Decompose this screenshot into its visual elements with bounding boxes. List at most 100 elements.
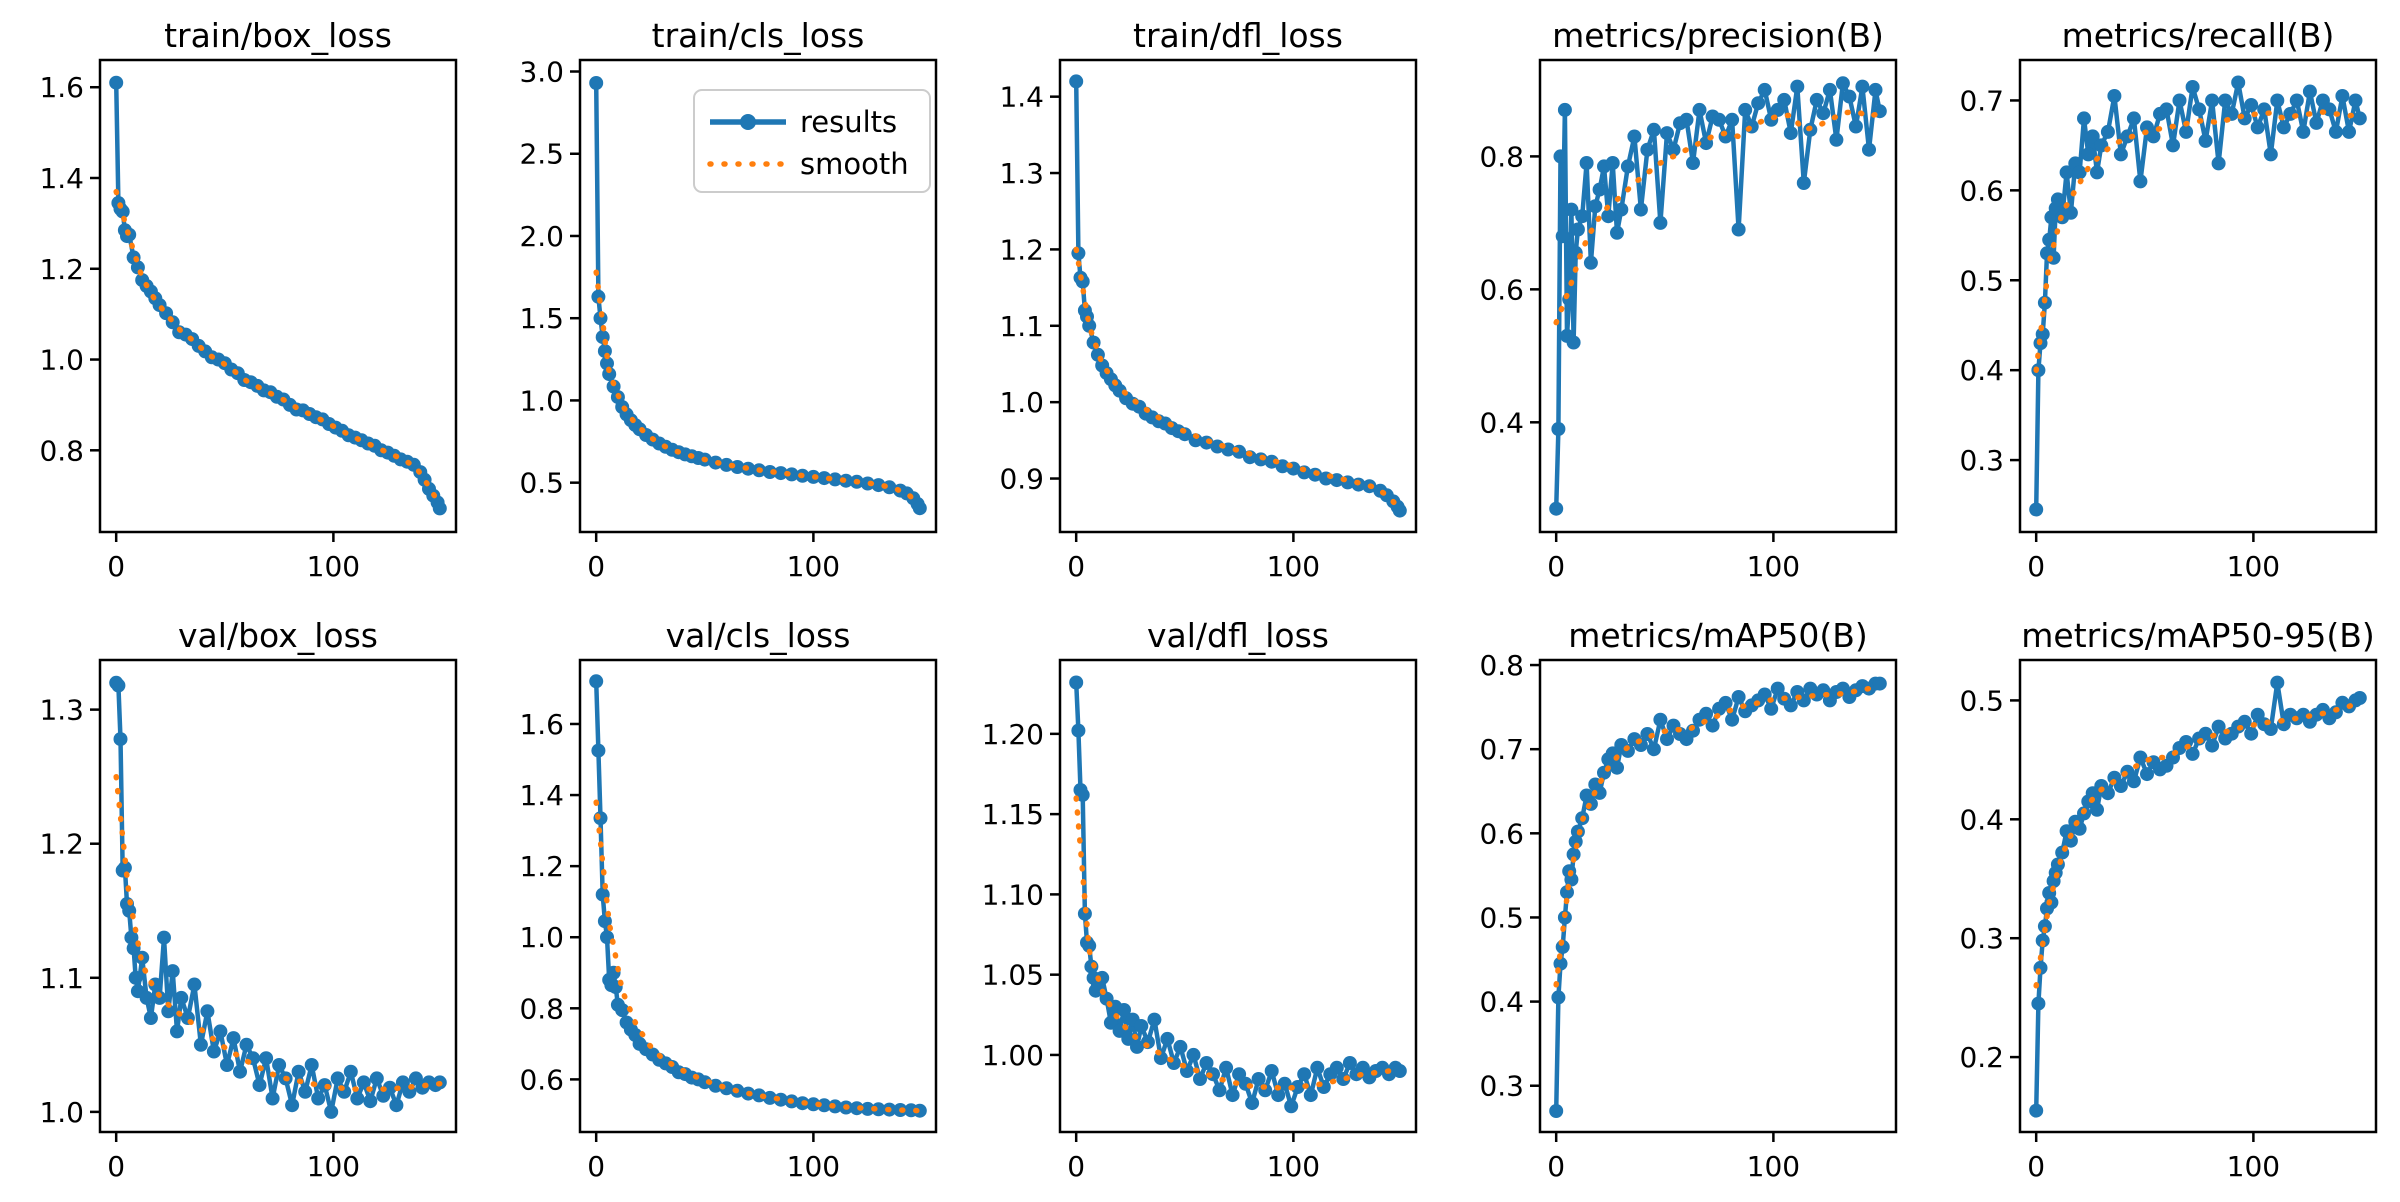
series-results-marker [1186,1047,1201,1062]
y-tick-label: 1.1 [999,310,1044,343]
series-results-marker [1271,1088,1286,1103]
series-results-marker [1071,723,1086,738]
series-results-marker [291,1064,306,1079]
subplot-train-box-loss: train/box_loss 0 100 0.8 1.0 1.2 1.4 1.6 [0,0,480,600]
series-results-line [1553,681,1880,1112]
series-results-marker [1731,690,1746,704]
y-tick-label: 0.8 [1479,652,1524,682]
series-results-marker [1564,202,1579,217]
subplot-val-box-loss: val/box_loss 0 100 1.0 1.1 1.2 1.3 [0,600,480,1200]
series-results-line [1553,81,1883,509]
series-results-marker [2211,156,2226,171]
series-results-marker [1862,142,1876,157]
series-results-marker [912,501,927,516]
series-results-marker [2276,120,2291,135]
series-results-marker [1666,142,1681,157]
series-results-marker [1842,89,1857,104]
series-results-marker [2159,102,2174,117]
subplot-val-cls-loss: val/cls_loss 0 100 0.6 0.8 1.0 1.2 1.4 1.6 [480,600,960,1200]
y-tick-label: 0.4 [1479,406,1524,439]
series-results-marker [2342,124,2356,139]
series-results-marker [2231,75,2246,90]
x-tick-label: 100 [307,1150,360,1183]
series-results-marker [1588,199,1603,214]
subplot-metrics-precision: metrics/precision(B) 0 100 0.4 0.6 0.8 [1440,0,1920,600]
y-tick-label: 1.6 [519,708,564,741]
x-tick-label: 0 [2027,550,2045,583]
y-tick-label: 1.0 [519,384,564,417]
series-results-marker [113,732,128,747]
series-results-marker [1855,79,1870,94]
series-results-marker [1069,675,1084,690]
series-results-marker [1277,1076,1292,1091]
series-results-marker [597,914,612,929]
y-tick-label: 0.9 [999,463,1044,496]
series-results-marker [2263,147,2278,162]
y-tick-label: 1.0 [39,1096,84,1129]
series-results-marker [2218,93,2233,108]
series-results-marker [187,977,202,992]
series-results-marker [2166,138,2180,153]
series-results-marker [1553,956,1568,971]
series-results-marker [1583,255,1598,270]
y-tick-label: 1.4 [39,162,84,195]
series-results-marker [1160,1031,1175,1046]
series-results-marker [1297,1067,1312,1082]
x-tick-label: 0 [1547,1150,1565,1183]
y-tick-label: 1.4 [999,81,1044,114]
series-results-marker [432,501,447,516]
y-tick-label: 1.1 [39,962,84,995]
series-results-marker [1653,215,1668,230]
series-results-marker [912,1103,927,1118]
plot-title: metrics/mAP50(B) [1568,616,1868,655]
series-results-marker [2081,147,2096,162]
series-results-marker [1592,182,1607,197]
axes-box [1058,58,1418,534]
series-results-marker [1738,102,1753,117]
series-results-marker [170,1024,184,1039]
y-tick-label: 1.0 [519,921,564,954]
series-results-marker [2185,80,2200,94]
series-results-line [113,82,442,510]
y-tick-label: 1.3 [999,157,1044,190]
series-results-marker [1614,202,1629,217]
series-results-marker [174,990,189,1005]
x-tick-label: 100 [1747,550,1800,583]
y-tick-label: 0.5 [519,467,564,500]
series-results-marker [1219,1060,1234,1075]
x-tick-label: 100 [1747,1150,1800,1183]
series-results-marker [828,472,843,487]
series-results-marker [193,1037,208,1052]
series-results-marker [109,75,124,90]
y-tick-label: 0.8 [39,434,84,467]
y-tick-label: 0.8 [1479,140,1524,173]
y-tick-label: 0.4 [1479,986,1524,1019]
axes-box [98,658,458,1134]
y-tick-label: 1.2 [39,828,84,861]
series-results-marker [1173,1039,1188,1054]
series-results-marker [2063,833,2078,848]
axes-box [578,58,938,534]
series-results-marker [1075,787,1090,802]
series-results-marker [1264,454,1279,469]
y-tick-label: 1.0 [39,344,84,377]
y-tick-label: 0.8 [519,992,564,1025]
series-results-marker [128,970,143,985]
series-results-marker [252,1078,267,1093]
x-tick-label: 0 [587,1150,605,1183]
series-results-marker [1082,938,1097,953]
subplot-train-dfl-loss: train/dfl_loss 0 100 0.9 1.0 1.1 1.2 1.3 1.4 [960,0,1440,600]
series-results-marker [382,1080,397,1095]
plot-title: metrics/mAP50-95(B) [2021,616,2375,655]
legend-label-results: results [800,105,897,139]
series-results-marker [2185,746,2200,761]
series-results-marker [817,471,832,486]
axes-box [1058,658,1418,1134]
series-results-marker [1620,159,1635,174]
series-results-marker [1566,847,1581,862]
series-results-marker [2172,93,2187,108]
y-tick-label: 1.6 [39,71,84,104]
series-results-marker [2244,98,2259,112]
series-results-marker [719,457,734,472]
